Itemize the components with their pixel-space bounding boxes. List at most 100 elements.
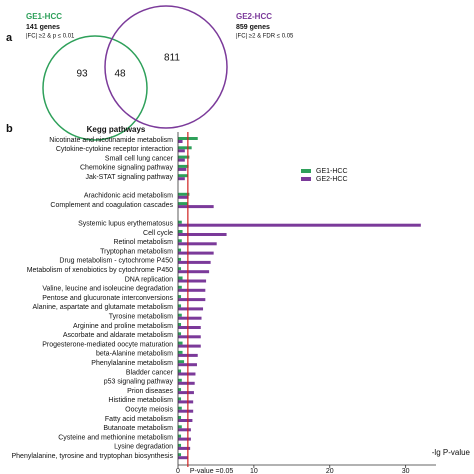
- bar: [178, 174, 188, 178]
- bar: [178, 230, 183, 233]
- bar: [178, 149, 185, 153]
- bar: [178, 443, 182, 447]
- region-count: 93: [76, 69, 88, 80]
- bar: [178, 341, 183, 345]
- category-label: Phenylalanine, tyrosine and tryptophan b…: [12, 453, 174, 460]
- bar: [178, 146, 192, 150]
- bar: [178, 242, 217, 246]
- bar: [178, 140, 183, 143]
- bar: [178, 270, 210, 274]
- bar: [178, 276, 183, 280]
- category-label: Tyrosine metabolism: [109, 314, 173, 321]
- x-tick-label: 30: [402, 468, 410, 474]
- bar: [178, 220, 182, 224]
- bar: [178, 158, 185, 162]
- bar: [178, 388, 182, 392]
- region-count: 48: [114, 69, 126, 80]
- bar: [178, 326, 201, 329]
- set-criteria: |FC| ≥2 & p ≤ 0.01: [26, 34, 75, 40]
- category-label: Lysine degradation: [114, 444, 173, 451]
- category-label: Cytokine-cytokine receptor interaction: [56, 146, 173, 153]
- category-label: Drug metabolism - cytochrome P450: [59, 258, 173, 265]
- set-name: GE1-HCC: [26, 12, 62, 21]
- bar: [178, 279, 207, 283]
- category-label: Cell cycle: [143, 230, 173, 237]
- bar: [178, 406, 182, 410]
- bar: [178, 378, 182, 382]
- category-label: Phenylalanine metabolism: [91, 360, 173, 367]
- category-label: Fatty acid metabolism: [105, 416, 173, 423]
- bar: [178, 437, 191, 441]
- category-label: Arachidonic acid metabolism: [84, 193, 173, 200]
- category-label: beta-Alanine metabolism: [96, 351, 173, 358]
- category-label: Progesterone-mediated oocyte maturation: [42, 341, 173, 348]
- set-genes: 141 genes: [26, 24, 60, 31]
- bar: [178, 434, 182, 438]
- panel-label: b: [6, 123, 13, 135]
- category-label: p53 signaling pathway: [104, 379, 174, 386]
- bar: [178, 425, 182, 429]
- bar: [178, 416, 182, 419]
- bar: [178, 267, 182, 271]
- bar: [178, 295, 182, 299]
- x-tick-label: 0: [176, 468, 180, 474]
- set-genes: 859 genes: [236, 24, 270, 31]
- bar: [178, 316, 202, 320]
- category-label: Nicotinate and nicotinamide metabolism: [49, 137, 173, 144]
- panel-label: a: [6, 32, 13, 44]
- region-count: 811: [164, 53, 180, 64]
- bar: [178, 288, 206, 292]
- category-label: Complement and coagulation cascades: [50, 202, 173, 209]
- bar: [178, 323, 182, 326]
- bar: [178, 409, 194, 413]
- legend-label: GE2-HCC: [316, 176, 348, 183]
- category-label: Oocyte meiosis: [125, 407, 173, 414]
- bar: [178, 313, 182, 317]
- category-label: Small cell lung cancer: [105, 155, 174, 162]
- bar: [178, 155, 190, 159]
- bar: [178, 298, 206, 302]
- bar: [178, 248, 182, 252]
- bar: [178, 453, 182, 457]
- category-label: Valine, leucine and isoleucine degradati…: [42, 286, 173, 293]
- category-label: Retinol metabolism: [113, 239, 173, 246]
- legend-swatch: [301, 177, 311, 181]
- category-label: Ascorbate and aldarate metabolism: [63, 332, 173, 339]
- bar: [178, 307, 204, 311]
- bar: [178, 167, 187, 171]
- bar: [178, 335, 201, 339]
- legend-label: GE1-HCC: [316, 168, 348, 175]
- bar: [178, 177, 185, 181]
- legend-swatch: [301, 169, 311, 173]
- category-label: Pentose and glucuronate interconversions: [42, 295, 173, 302]
- category-label: Histidine metabolism: [108, 397, 173, 404]
- bar: [178, 192, 190, 196]
- bar: [178, 239, 182, 243]
- bar: [178, 260, 211, 264]
- set-circle: [42, 35, 148, 141]
- bar: [178, 360, 185, 364]
- category-label: Prion diseases: [127, 388, 173, 395]
- threshold-label: P-value =0.05: [190, 468, 233, 474]
- bar: [178, 391, 194, 395]
- category-label: Cysteine and methionine metabolism: [58, 434, 173, 441]
- bar: [178, 195, 189, 199]
- bar: [178, 428, 191, 432]
- category-label: Butanoate metabolism: [103, 425, 173, 432]
- bar: [178, 332, 182, 336]
- bar: [178, 369, 182, 373]
- category-label: Metabolism of xenobiotics by cytochrome …: [27, 267, 173, 274]
- bar: [178, 285, 182, 289]
- bar: [178, 381, 195, 385]
- bar: [178, 397, 182, 401]
- bar: [178, 350, 183, 354]
- bar: [178, 233, 227, 236]
- category-label: DNA replication: [125, 276, 173, 283]
- x-axis-label: -lg P-value: [432, 448, 471, 457]
- set-name: GE2-HCC: [236, 12, 272, 21]
- chart-title: Kegg pathways: [87, 125, 146, 134]
- bar: [178, 372, 196, 376]
- category-label: Bladder cancer: [126, 369, 174, 376]
- bar: [178, 456, 188, 460]
